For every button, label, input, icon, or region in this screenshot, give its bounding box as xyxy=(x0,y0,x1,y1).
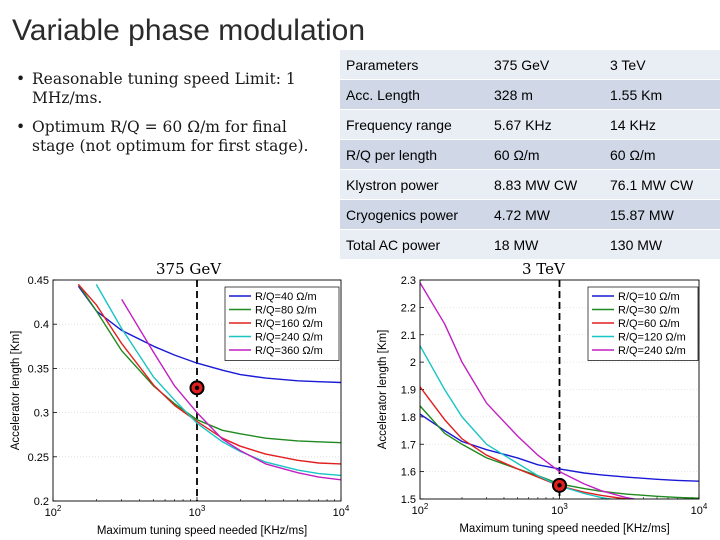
y-tick-label: 1.8 xyxy=(401,412,416,424)
table-cell: 18 MW xyxy=(488,229,604,260)
operating-point-center xyxy=(194,385,200,391)
y-tick-label: 0.45 xyxy=(28,275,49,287)
y-tick-label: 1.5 xyxy=(401,494,416,506)
table-cell: 130 MW xyxy=(604,229,720,260)
legend-label: R/Q=240 Ω/m xyxy=(255,332,323,344)
table-row: Frequency range 5.67 KHz 14 KHz xyxy=(340,109,720,140)
table-cell: 60 Ω/m xyxy=(488,139,604,170)
table-cell: 1.55 Km xyxy=(604,79,720,110)
table-header-cell: Parameters xyxy=(340,50,488,80)
series-line xyxy=(77,285,341,384)
table-cell: Acc. Length xyxy=(340,79,488,110)
table-row: Cryogenics power 4.72 MW 15.87 MW xyxy=(340,199,720,230)
series-line xyxy=(420,413,699,482)
y-tick-label: 2.1 xyxy=(401,330,416,342)
bullet-item-optimum-rq: Optimum R/Q = 60 Ω/m for final stage (no… xyxy=(14,118,332,156)
y-tick-label: 2 xyxy=(410,357,416,369)
legend-label: R/Q=240 Ω/m xyxy=(618,345,686,357)
y-tick-label: 0.35 xyxy=(28,363,49,375)
x-tick-label: 102 xyxy=(45,504,62,519)
y-tick-label: 0.25 xyxy=(28,452,49,464)
y-tick-label: 2.3 xyxy=(401,275,416,287)
table-cell: 8.83 MW CW xyxy=(488,169,604,200)
table-cell: Frequency range xyxy=(340,109,488,140)
bullet-item-tuning-speed: Reasonable tuning speed Limit: 1 MHz/ms. xyxy=(14,70,332,108)
legend-label: R/Q=160 Ω/m xyxy=(255,318,323,330)
table-cell: 15.87 MW xyxy=(604,199,720,230)
parameters-table: Parameters 375 GeV 3 TeV Acc. Length 328… xyxy=(340,50,720,260)
y-tick-label: 0.4 xyxy=(34,319,49,331)
table-cell: Cryogenics power xyxy=(340,199,488,230)
series-line xyxy=(420,282,638,499)
legend-label: R/Q=30 Ω/m xyxy=(618,305,680,317)
table-cell: 328 m xyxy=(488,79,604,110)
y-tick-label: 1.9 xyxy=(401,385,416,397)
series-line xyxy=(121,299,341,481)
series-line xyxy=(95,284,341,477)
y-tick-label: 2.2 xyxy=(401,302,416,314)
slide-title: Variable phase modulation xyxy=(12,14,366,47)
x-tick-label: 104 xyxy=(333,504,350,519)
x-tick-label: 103 xyxy=(189,504,206,519)
y-tick-label: 1.7 xyxy=(401,439,416,451)
bullet-list: Reasonable tuning speed Limit: 1 MHz/ms.… xyxy=(14,70,332,166)
y-tick-label: 0.3 xyxy=(34,408,49,420)
table-cell: 76.1 MW CW xyxy=(604,169,720,200)
x-tick-label: 102 xyxy=(412,502,429,517)
legend-label: R/Q=360 Ω/m xyxy=(255,345,323,357)
table-header-cell: 3 TeV xyxy=(604,50,720,80)
operating-point-center xyxy=(557,483,562,488)
table-row: Total AC power 18 MW 130 MW xyxy=(340,229,720,260)
x-tick-label: 103 xyxy=(551,502,568,517)
table-cell: 5.67 KHz xyxy=(488,109,604,140)
plot-area xyxy=(77,283,341,481)
legend-label: R/Q=120 Ω/m xyxy=(618,332,686,344)
table-cell: Total AC power xyxy=(340,229,488,260)
x-axis-label: Maximum tuning speed needed [KHz/ms] xyxy=(97,525,307,537)
table-cell: R/Q per length xyxy=(340,139,488,170)
table-cell: 60 Ω/m xyxy=(604,139,720,170)
x-tick-label: 104 xyxy=(691,502,708,517)
legend-label: R/Q=80 Ω/m xyxy=(255,305,317,317)
series-line xyxy=(77,283,341,465)
chart-title-3tev: 3 TeV xyxy=(522,260,565,278)
chart-0: 0.2 0.25 0.3 0.35 0.4 0.45 102 103 104 R/Q=40 Ω/m… xyxy=(10,275,350,537)
plot-frame xyxy=(52,279,342,502)
y-axis-label: Accelerator length [Km] xyxy=(377,330,389,450)
plot-frame xyxy=(419,279,700,500)
table-cell: 14 KHz xyxy=(604,109,720,140)
table-row: Klystron power 8.83 MW CW 76.1 MW CW xyxy=(340,169,720,200)
legend-label: R/Q=40 Ω/m xyxy=(255,291,317,303)
legend-label: R/Q=60 Ω/m xyxy=(618,318,680,330)
table-header-cell: 375 GeV xyxy=(488,50,604,80)
y-tick-label: 1.6 xyxy=(401,467,416,479)
table-row: Acc. Length 328 m 1.55 Km xyxy=(340,79,720,110)
table-cell: 4.72 MW xyxy=(488,199,604,230)
chart-1: 1.5 1.6 1.7 1.8 1.9 2 2.1 2.2 2.3 102 103 104 R/Q=10… xyxy=(377,275,708,535)
legend-label: R/Q=10 Ω/m xyxy=(618,291,680,303)
table-cell: Klystron power xyxy=(340,169,488,200)
y-axis-label: Accelerator length [Km] xyxy=(10,331,22,451)
chart-title-375gev: 375 GeV xyxy=(156,260,222,278)
table-header-row: Parameters 375 GeV 3 TeV xyxy=(340,50,720,80)
x-axis-label: Maximum tuning speed needed [KHz/ms] xyxy=(459,523,669,535)
table-row: R/Q per length 60 Ω/m 60 Ω/m xyxy=(340,139,720,170)
y-tick-label: 0.2 xyxy=(34,496,49,508)
